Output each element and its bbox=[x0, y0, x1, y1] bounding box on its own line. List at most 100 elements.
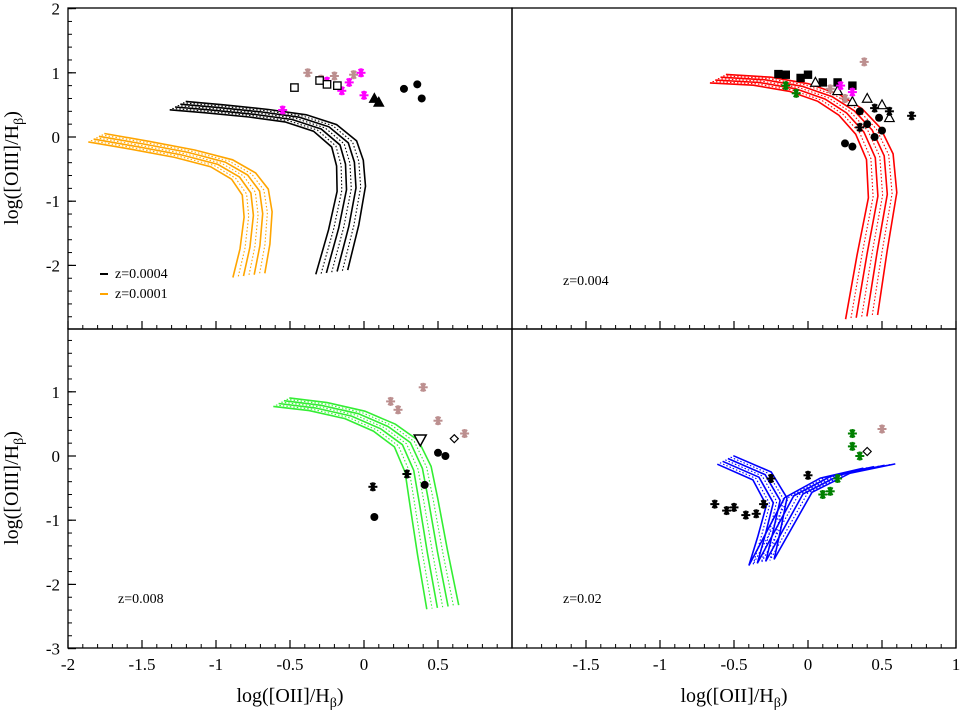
data-point-star bbox=[884, 106, 894, 116]
model-curve bbox=[725, 459, 880, 563]
panel-label-bottom-left: z=0.008 bbox=[118, 592, 164, 607]
data-point-circle bbox=[875, 113, 884, 122]
data-point-star bbox=[722, 506, 732, 516]
model-curve bbox=[180, 103, 357, 272]
model-curve bbox=[715, 79, 879, 318]
y-tick-label: 2 bbox=[52, 0, 61, 19]
data-point-triangle-open bbox=[883, 111, 896, 123]
model-curve bbox=[96, 137, 259, 276]
model-curve bbox=[177, 105, 352, 273]
data-point-star bbox=[344, 77, 354, 87]
data-point-star bbox=[433, 416, 443, 426]
data-point-circle bbox=[370, 512, 379, 521]
x-axis-label-right: log([OII]/Hβ) bbox=[680, 685, 787, 711]
data-point-circle bbox=[420, 480, 429, 489]
data-point-star bbox=[825, 486, 835, 496]
y-tick-label: -1 bbox=[46, 511, 60, 530]
x-tick-label: 0.5 bbox=[871, 655, 892, 674]
model-curve bbox=[93, 138, 255, 277]
y-tick-label: -3 bbox=[46, 640, 60, 659]
data-point-star bbox=[859, 57, 869, 67]
model-group-top-left bbox=[88, 100, 367, 278]
x-tick-label: 1 bbox=[952, 655, 961, 674]
x-tick-label: -2 bbox=[61, 655, 75, 674]
model-curve bbox=[104, 132, 273, 274]
data-point-square-open bbox=[290, 83, 299, 92]
model-group-top-right bbox=[709, 73, 898, 320]
points-group-bottom-left bbox=[368, 382, 470, 521]
model-curve bbox=[716, 463, 864, 566]
points-group-top-right bbox=[774, 57, 917, 151]
data-point-star bbox=[460, 429, 470, 439]
data-point-circle bbox=[870, 133, 879, 141]
data-point-star bbox=[402, 469, 412, 479]
data-point-circle bbox=[399, 84, 408, 93]
data-point-star bbox=[907, 111, 917, 121]
axes-frame-layer bbox=[67, 7, 957, 650]
data-point-star bbox=[847, 429, 857, 439]
data-point-star bbox=[303, 68, 313, 78]
data-point-triangle-down-open bbox=[412, 434, 428, 448]
model-curve bbox=[174, 106, 348, 274]
model-curve bbox=[722, 460, 875, 564]
data-point-star bbox=[803, 470, 813, 480]
data-point-star bbox=[840, 93, 850, 103]
data-point-star bbox=[759, 499, 769, 509]
model-curve bbox=[273, 405, 428, 610]
data-point-square bbox=[781, 70, 790, 79]
x-tick-label: -1.5 bbox=[129, 655, 156, 674]
x-tick-label: -1 bbox=[209, 655, 223, 674]
x-axis-label-left: log([OII]/Hβ) bbox=[236, 685, 343, 711]
data-point-triangle-open bbox=[861, 92, 874, 103]
model-group-bottom-left bbox=[273, 397, 460, 610]
model-curve bbox=[283, 399, 449, 607]
data-point-square bbox=[774, 69, 783, 79]
x-tick-label: 0 bbox=[804, 655, 813, 674]
data-point-star bbox=[329, 71, 339, 81]
model-curve bbox=[182, 102, 362, 271]
panel-label-bottom-right: z=0.02 bbox=[563, 592, 602, 607]
model-curve bbox=[88, 141, 245, 278]
y-tick-label: -2 bbox=[46, 256, 60, 275]
data-point-square bbox=[803, 70, 813, 79]
model-curve bbox=[709, 82, 870, 320]
data-point-star bbox=[847, 441, 857, 451]
data-point-star bbox=[791, 88, 801, 98]
data-point-star bbox=[766, 473, 776, 483]
model-curve bbox=[98, 135, 264, 275]
y-axis-label-top: log([OIII]/Hβ) bbox=[1, 111, 27, 225]
data-point-star bbox=[349, 70, 359, 80]
model-curve bbox=[719, 462, 869, 565]
data-point-star bbox=[386, 396, 396, 406]
data-point-star bbox=[847, 87, 857, 97]
data-point-star bbox=[781, 81, 791, 91]
model-curve bbox=[712, 80, 874, 319]
data-point-circle bbox=[417, 94, 426, 103]
data-point-square bbox=[818, 78, 827, 87]
data-point-star bbox=[368, 482, 378, 492]
data-point-square-open bbox=[322, 80, 332, 89]
data-point-star bbox=[870, 103, 880, 113]
model-curve bbox=[185, 100, 367, 271]
model-curves-layer bbox=[88, 73, 898, 610]
data-point-triangle bbox=[372, 96, 385, 107]
data-point-star bbox=[836, 81, 846, 91]
data-point-square-open bbox=[315, 76, 324, 85]
y-tick-label: 0 bbox=[52, 128, 61, 147]
model-curve bbox=[101, 134, 268, 275]
data-point-circle bbox=[855, 107, 864, 116]
y-axis-label-bottom: log([OIII]/Hβ) bbox=[1, 431, 27, 545]
points-group-bottom-right bbox=[710, 424, 887, 520]
x-tick-label: 0.5 bbox=[427, 655, 448, 674]
data-point-star bbox=[359, 90, 369, 100]
data-point-circle bbox=[841, 139, 849, 148]
data-point-circle bbox=[434, 448, 442, 457]
data-point-triangle-open bbox=[876, 98, 888, 110]
data-point-circle bbox=[863, 120, 872, 129]
data-point-diamond-open bbox=[449, 433, 460, 444]
data-point-diamond-open bbox=[862, 446, 873, 457]
y-tick-label: -2 bbox=[46, 575, 60, 594]
data-point-star bbox=[393, 405, 403, 415]
data-point-triangle-open bbox=[809, 76, 822, 87]
